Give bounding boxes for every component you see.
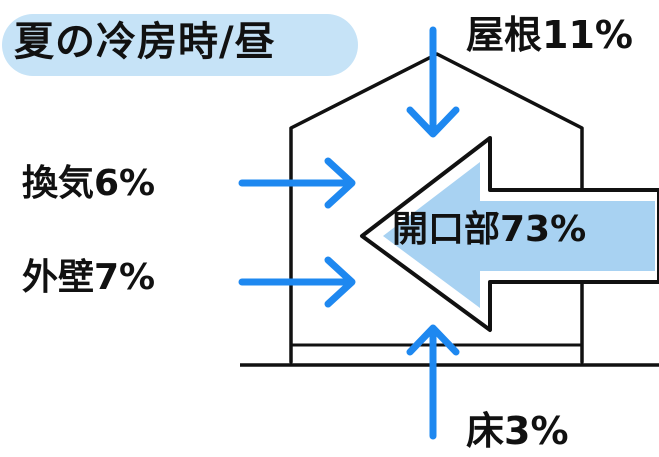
ventilation-label: 換気6% bbox=[22, 163, 156, 204]
roof-label: 屋根11% bbox=[466, 13, 633, 57]
roof-arrow-head bbox=[406, 106, 460, 138]
diagram-title: 夏の冷房時/昼 bbox=[14, 19, 276, 65]
title-highlight bbox=[2, 14, 358, 76]
opening-label: 開口部73% bbox=[392, 209, 587, 250]
ventilation-arrow-head bbox=[324, 157, 356, 209]
floor-arrow-head bbox=[406, 324, 460, 356]
outer-wall-label: 外壁7% bbox=[22, 257, 156, 298]
outer-wall-arrow-head bbox=[324, 256, 356, 308]
opening-arrow-fill bbox=[383, 162, 655, 308]
floor-label: 床3% bbox=[466, 409, 569, 453]
